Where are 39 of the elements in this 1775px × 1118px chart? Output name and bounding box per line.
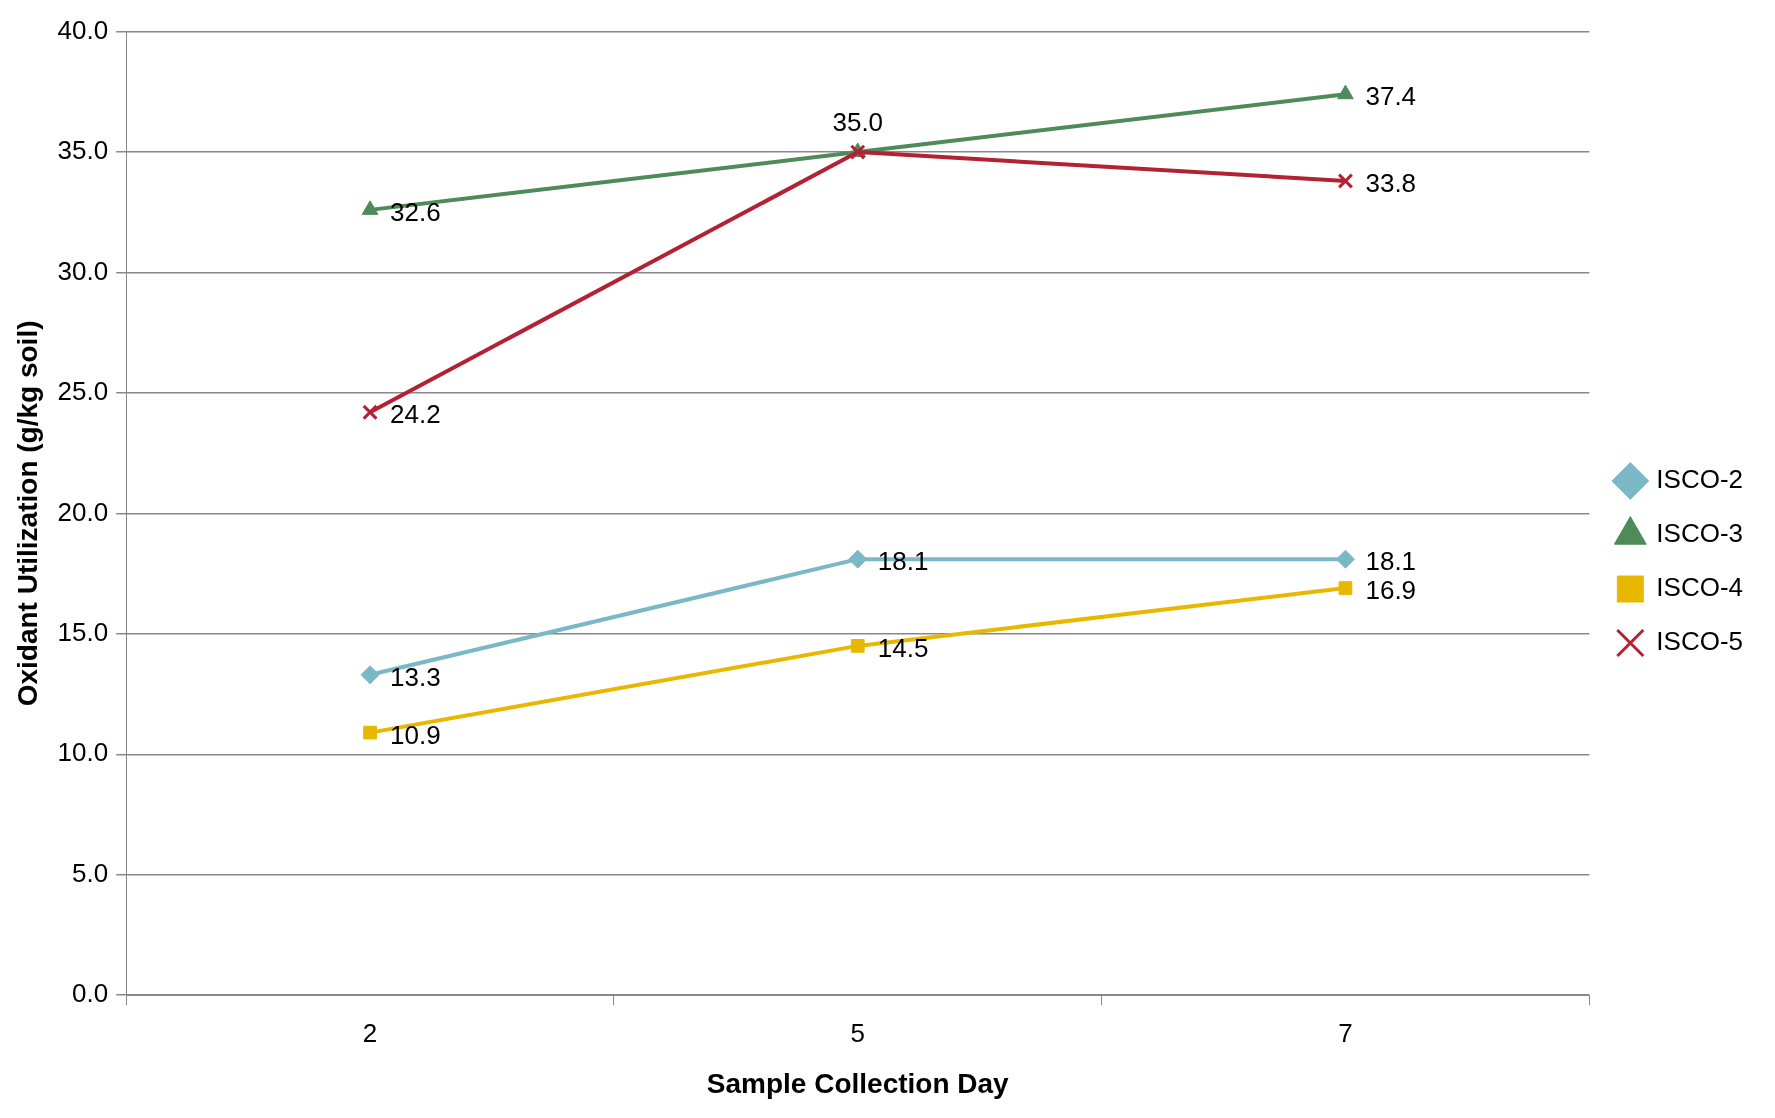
point <box>850 639 865 653</box>
legend-label: ISCO-4 <box>1656 572 1743 603</box>
point <box>362 404 378 421</box>
data-label: 18.1 <box>1365 546 1417 577</box>
data-label: 32.6 <box>390 197 441 228</box>
point <box>360 665 380 685</box>
y-tick-label: 10.0 <box>57 737 109 768</box>
x-tick-label: 5 <box>850 1017 865 1048</box>
data-label: 10.9 <box>390 719 441 750</box>
point <box>848 549 868 569</box>
y-tick-label: 25.0 <box>57 376 109 407</box>
y-tick-label: 5.0 <box>72 857 109 888</box>
y-tick-label: 15.0 <box>57 617 109 648</box>
data-label: 16.9 <box>1365 575 1417 606</box>
data-label: 33.8 <box>1365 168 1417 199</box>
data-label: 18.1 <box>877 546 929 577</box>
data-label: 37.4 <box>1365 81 1417 112</box>
y-tick-label: 40.0 <box>57 14 109 45</box>
y-tick-label: 20.0 <box>57 496 109 527</box>
data-label: 35.0 <box>832 107 884 138</box>
legend-label: ISCO-2 <box>1656 464 1743 495</box>
data-label: 14.5 <box>877 633 929 664</box>
y-tick-label: 35.0 <box>57 135 109 166</box>
x-tick-label: 7 <box>1338 1017 1353 1048</box>
point <box>1335 549 1355 569</box>
y-tick-label: 0.0 <box>72 978 109 1009</box>
legend-label: ISCO-5 <box>1656 626 1743 657</box>
y-tick-label: 30.0 <box>57 255 109 286</box>
point <box>361 200 379 215</box>
y-axis-title: Oxidant Utilization (g/kg soil) <box>11 320 43 707</box>
legend-label: ISCO-3 <box>1656 518 1743 549</box>
x-axis-title: Sample Collection Day <box>706 1067 1010 1099</box>
x-tick-label: 2 <box>362 1017 378 1048</box>
point <box>1337 173 1354 189</box>
point <box>363 725 377 740</box>
point <box>1338 581 1353 595</box>
data-label: 24.2 <box>390 399 441 430</box>
point <box>1337 84 1354 100</box>
data-label: 13.3 <box>390 661 441 692</box>
